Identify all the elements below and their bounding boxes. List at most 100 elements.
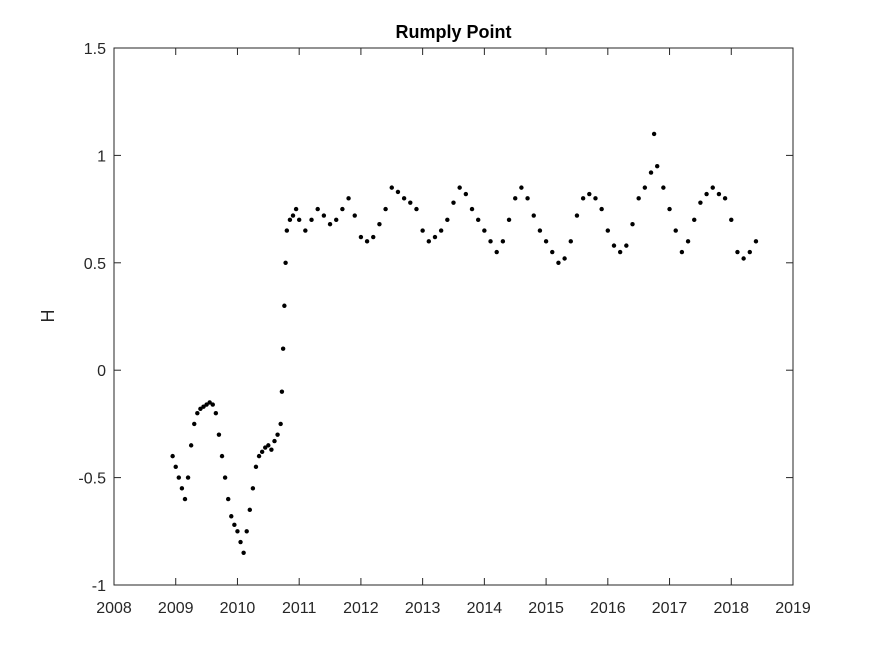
data-point: [176, 475, 182, 480]
data-point: [192, 421, 197, 427]
data-point: [482, 228, 487, 233]
data-point: [426, 239, 432, 244]
data-point: [303, 228, 308, 233]
x-tick-label: 2019: [775, 600, 811, 617]
data-point: [284, 228, 290, 233]
x-tick-label: 2012: [343, 600, 379, 617]
data-point: [401, 196, 407, 201]
data-point: [494, 249, 499, 255]
data-point: [182, 496, 188, 502]
data-point: [685, 239, 691, 244]
y-axis-ticks: -1 -0.5 0 0.5 1 1.5: [78, 41, 793, 595]
x-tick-label: 2008: [96, 600, 132, 617]
chart-title: Rumply Point: [396, 22, 512, 42]
data-point: [244, 529, 249, 534]
data-point: [488, 239, 493, 244]
data-point: [710, 185, 715, 190]
y-tick-label: 1.5: [84, 41, 106, 58]
data-point: [445, 217, 450, 223]
data-point: [651, 131, 657, 137]
data-point: [624, 243, 629, 248]
data-point: [253, 464, 259, 470]
data-point: [346, 196, 351, 201]
x-tick-label: 2011: [282, 600, 317, 617]
data-point: [543, 239, 549, 244]
x-tick-label: 2016: [590, 600, 626, 617]
data-point: [309, 217, 314, 223]
data-point: [293, 206, 299, 212]
data-point: [280, 346, 286, 351]
y-tick-label: -0.5: [78, 471, 106, 488]
data-point: [667, 206, 672, 212]
data-point: [247, 507, 252, 513]
data-point: [451, 200, 456, 205]
data-point: [170, 453, 175, 459]
data-point: [463, 191, 469, 197]
data-point: [611, 243, 617, 248]
data-point: [358, 234, 364, 240]
data-point: [580, 196, 586, 201]
data-point: [513, 196, 518, 201]
data-points: [170, 131, 759, 555]
y-tick-label: -1: [92, 578, 106, 595]
data-point: [661, 185, 666, 190]
data-point: [364, 239, 370, 244]
data-point: [457, 185, 462, 190]
data-point: [287, 217, 293, 223]
data-point: [395, 189, 401, 195]
data-point: [185, 475, 191, 480]
data-point: [636, 196, 641, 201]
data-point: [371, 234, 376, 240]
data-point: [334, 217, 339, 223]
data-point: [716, 191, 722, 197]
data-point: [179, 486, 185, 491]
data-point: [729, 217, 734, 223]
x-tick-label: 2013: [405, 600, 441, 617]
data-point: [229, 514, 234, 519]
data-point: [213, 410, 219, 416]
data-point: [235, 529, 240, 534]
data-point: [679, 249, 685, 255]
data-point: [226, 496, 231, 502]
data-point: [188, 443, 194, 448]
data-point: [377, 221, 382, 227]
data-point: [327, 221, 333, 227]
x-tick-label: 2010: [220, 600, 256, 617]
data-point: [414, 206, 419, 212]
data-point: [383, 206, 388, 212]
data-point: [296, 217, 302, 223]
data-point: [568, 239, 573, 244]
x-tick-label: 2014: [467, 600, 503, 617]
data-point: [315, 206, 320, 212]
data-point: [275, 432, 280, 437]
data-point: [605, 228, 611, 233]
data-point: [432, 234, 438, 240]
data-point: [648, 170, 654, 175]
data-point: [241, 550, 246, 555]
data-point: [673, 228, 678, 233]
data-point: [475, 217, 481, 223]
data-point: [704, 191, 709, 197]
y-axis-label: H: [38, 310, 58, 323]
data-point: [282, 303, 287, 308]
data-point: [201, 404, 206, 409]
data-point: [259, 449, 265, 455]
data-point: [593, 196, 598, 201]
data-point: [506, 217, 512, 223]
x-axis-ticks: 2008 2009 2010 2011 2012 2013 2014 2015 2016 2017…: [96, 48, 811, 617]
data-point: [219, 453, 225, 459]
data-point: [469, 206, 475, 212]
data-point: [420, 228, 425, 233]
data-point: [321, 213, 327, 218]
data-point: [207, 400, 212, 405]
data-point: [438, 228, 444, 233]
x-tick-label: 2017: [652, 600, 688, 617]
data-point: [642, 185, 648, 190]
data-point: [655, 163, 660, 169]
data-point: [500, 239, 506, 244]
x-tick-label: 2015: [528, 600, 564, 617]
data-point: [519, 185, 524, 190]
data-point: [753, 239, 759, 244]
data-point: [741, 256, 746, 261]
